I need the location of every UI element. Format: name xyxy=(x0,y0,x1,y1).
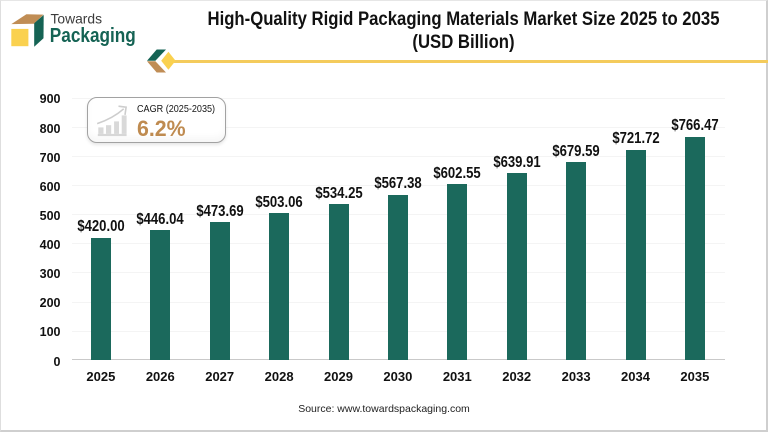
svg-text:Towards: Towards xyxy=(51,11,103,27)
svg-text:Packaging: Packaging xyxy=(50,25,136,47)
